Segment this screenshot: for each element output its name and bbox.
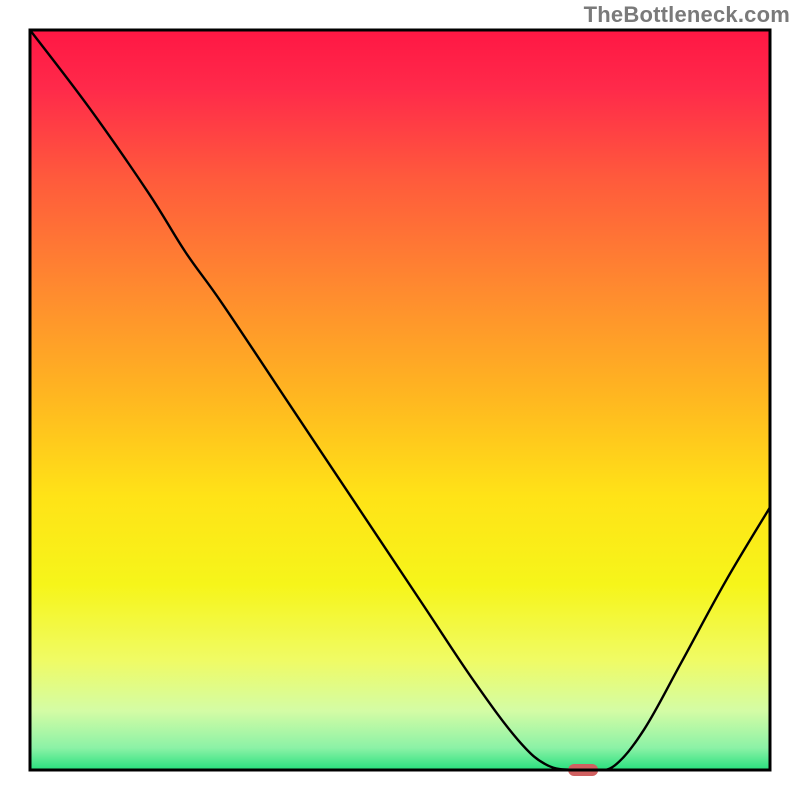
- chart-container: TheBottleneck.com: [0, 0, 800, 800]
- plot-background: [30, 30, 770, 770]
- watermark-text: TheBottleneck.com: [584, 2, 790, 28]
- bottleneck-chart: [0, 0, 800, 800]
